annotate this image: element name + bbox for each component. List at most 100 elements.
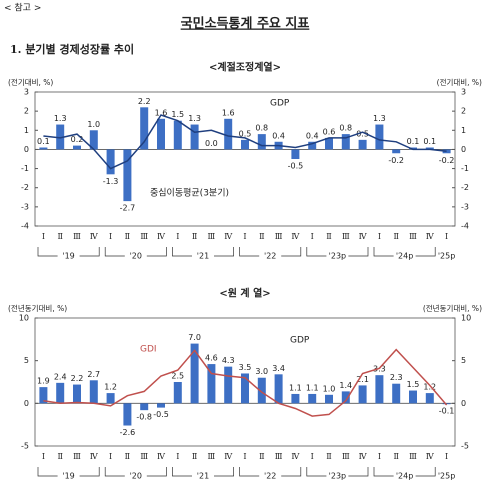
- y-axis-label: (전기대비, %): [8, 77, 53, 87]
- value-label: 0.8: [339, 124, 352, 133]
- x-tick-label: Ⅳ: [157, 452, 166, 461]
- bar: [291, 394, 299, 403]
- value-label: 3.4: [272, 364, 285, 373]
- bar: [191, 125, 199, 150]
- value-label: 1.2: [104, 383, 117, 392]
- value-label: 4.3: [222, 356, 235, 365]
- year-label: '20: [130, 472, 142, 481]
- x-tick-label: Ⅰ: [109, 452, 112, 461]
- x-tick-label: Ⅳ: [90, 232, 99, 241]
- x-tick-label: Ⅲ: [140, 232, 148, 241]
- x-tick-label: Ⅰ: [378, 452, 381, 461]
- bar: [275, 374, 283, 403]
- year-label: '23p: [329, 472, 346, 481]
- x-tick-label: Ⅰ: [42, 452, 45, 461]
- y-axis-label: (전년동기대비, %): [8, 303, 67, 313]
- x-tick-label: Ⅳ: [426, 452, 435, 461]
- x-tick-label: Ⅰ: [243, 232, 246, 241]
- x-tick-label: Ⅱ: [192, 232, 197, 241]
- x-tick-label: Ⅱ: [192, 452, 197, 461]
- value-label: 2.5: [171, 372, 184, 381]
- value-label: -2.6: [120, 428, 136, 437]
- x-tick-label: Ⅰ: [311, 452, 314, 461]
- y-tick-label: 0: [24, 399, 29, 408]
- value-label: 2.3: [390, 373, 403, 382]
- note: < 참고 >: [4, 3, 41, 14]
- chart-title: <계절조정계열>: [209, 61, 281, 74]
- y-tick-label: 2: [24, 107, 29, 116]
- x-tick-label: Ⅰ: [378, 232, 381, 241]
- bar: [359, 385, 367, 403]
- bar: [107, 393, 115, 403]
- bar: [258, 134, 266, 149]
- value-label: 1.3: [373, 114, 386, 123]
- bar: [224, 367, 232, 404]
- y2-tick-label: -1: [461, 164, 469, 173]
- year-label: '19: [62, 252, 74, 261]
- x-tick-label: Ⅱ: [125, 452, 130, 461]
- bar: [375, 125, 383, 150]
- x-tick-label: Ⅰ: [109, 232, 112, 241]
- series-annotation: GDI: [140, 345, 157, 355]
- bar: [90, 380, 98, 403]
- bar: [140, 107, 148, 149]
- value-label: 1.3: [54, 114, 67, 123]
- value-label: -1.3: [103, 177, 119, 186]
- x-tick-label: Ⅰ: [243, 452, 246, 461]
- value-label: 1.3: [188, 114, 201, 123]
- value-label: 3.0: [255, 367, 268, 376]
- y-tick-label: 1: [24, 126, 29, 135]
- y2-tick-label: -2: [461, 183, 469, 192]
- year-label: '22: [264, 472, 276, 481]
- bar: [291, 149, 299, 159]
- year-label: '24p: [396, 252, 413, 261]
- chart-title: <원 계 열>: [219, 287, 270, 300]
- y2-axis-label: (전년동기대비, %): [423, 303, 482, 313]
- value-label: 2.7: [87, 370, 100, 379]
- y2-tick-label: -3: [461, 202, 469, 211]
- x-tick-label: Ⅳ: [224, 232, 233, 241]
- x-tick-label: Ⅱ: [125, 232, 130, 241]
- x-tick-label: Ⅳ: [359, 452, 368, 461]
- bar: [73, 146, 81, 150]
- x-tick-label: Ⅲ: [342, 452, 350, 461]
- value-label: 0.4: [272, 131, 285, 140]
- y2-tick-label: 2: [461, 107, 466, 116]
- x-tick-label: Ⅱ: [259, 232, 264, 241]
- value-label: 1.5: [171, 110, 184, 119]
- bar: [375, 375, 383, 403]
- value-label: 1.1: [306, 383, 319, 392]
- bar: [174, 382, 182, 403]
- value-label: 1.9: [37, 377, 50, 386]
- bar: [359, 140, 367, 150]
- bar: [224, 119, 232, 150]
- y2-axis-label: (전기대비, %): [437, 77, 482, 87]
- x-tick-label: Ⅳ: [426, 232, 435, 241]
- x-tick-label: Ⅳ: [359, 232, 368, 241]
- year-label: '22: [264, 252, 276, 261]
- y2-tick-label: -5: [461, 442, 469, 451]
- bar: [157, 403, 165, 407]
- year-label: '24p: [396, 472, 413, 481]
- x-tick-label: Ⅰ: [176, 232, 179, 241]
- bar: [392, 384, 400, 404]
- x-tick-label: Ⅲ: [409, 452, 417, 461]
- y2-tick-label: 3: [461, 88, 466, 97]
- value-label: -0.2: [439, 156, 455, 165]
- value-label: 4.6: [205, 354, 218, 363]
- value-label: 2.4: [54, 372, 67, 381]
- y-tick-label: -1: [21, 164, 29, 173]
- x-tick-label: Ⅲ: [208, 452, 216, 461]
- bar: [325, 138, 333, 149]
- x-tick-label: Ⅳ: [291, 232, 300, 241]
- bar: [56, 383, 64, 403]
- value-label: 2.2: [71, 374, 84, 383]
- value-label: 1.4: [339, 381, 352, 390]
- page-title: 국민소득통계 주요 지표: [181, 16, 310, 32]
- x-tick-label: Ⅱ: [393, 232, 398, 241]
- x-tick-label: Ⅲ: [73, 232, 81, 241]
- value-label: 0.0: [205, 139, 218, 148]
- bar: [39, 148, 47, 150]
